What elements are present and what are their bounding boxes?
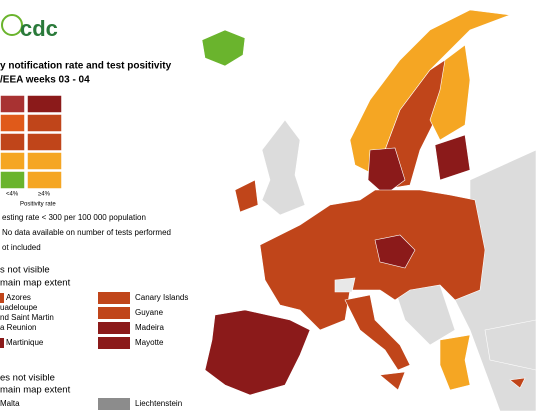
region: a Reunion — [0, 323, 36, 332]
legend-cell — [0, 94, 26, 114]
legend-cell — [26, 113, 63, 133]
legend-label: ≥4% — [38, 192, 51, 198]
sweden-south — [367, 147, 406, 196]
swatch — [98, 337, 130, 349]
region: uadeloupe — [0, 303, 38, 312]
baltics — [434, 134, 471, 181]
legend-cell — [26, 132, 63, 152]
swatch — [0, 293, 4, 303]
switzerland — [334, 277, 356, 293]
map — [201, 9, 536, 412]
section-title: main map extent — [0, 278, 71, 289]
swatch — [98, 307, 130, 319]
swatch — [98, 292, 130, 304]
italy — [344, 294, 411, 371]
swatch — [98, 322, 130, 334]
logo: cdc — [20, 16, 58, 41]
uk — [261, 119, 306, 216]
legend-note: esting rate < 300 per 100 000 population — [2, 213, 146, 222]
region: Martinique — [6, 338, 44, 347]
region: Mayotte — [135, 338, 164, 347]
central-europe — [259, 189, 486, 331]
legend-note: No data available on number of tests per… — [2, 228, 171, 237]
ireland — [234, 179, 259, 213]
finland — [429, 44, 471, 141]
legend-cell — [26, 151, 63, 171]
legend-cell — [0, 170, 26, 190]
legend-cell — [0, 132, 26, 152]
logo-bg — [0, 0, 60, 45]
turkey — [484, 319, 536, 371]
region: Guyane — [135, 308, 164, 317]
country: Liechtenstein — [135, 399, 182, 408]
swatch — [0, 338, 4, 348]
legend-label: <4% — [6, 192, 19, 198]
legend-cell — [26, 170, 63, 190]
region: Canary Islands — [135, 293, 188, 302]
swatch — [98, 398, 130, 410]
country: Malta — [0, 399, 20, 408]
title: /EEA weeks 03 - 04 — [0, 75, 90, 86]
section-title: main map extent — [0, 385, 71, 396]
sicily — [379, 371, 406, 391]
legend-cell — [0, 113, 26, 133]
greece — [439, 334, 471, 391]
logo-ring — [1, 14, 23, 36]
legend-cell — [26, 94, 63, 114]
iberia — [204, 309, 311, 396]
region: nd Saint Martin — [0, 313, 54, 322]
section-title: es not visible — [0, 373, 55, 384]
title: y notification rate and test positivity — [0, 61, 172, 72]
region: Azores — [6, 293, 31, 302]
legend-grid — [0, 94, 63, 190]
region: Madeira — [135, 323, 164, 332]
cyprus — [509, 377, 526, 389]
legend-axis-title: Positivity rate — [20, 202, 56, 208]
legend-cell — [0, 151, 26, 171]
iceland — [201, 29, 246, 67]
section-title: s not visible — [0, 265, 50, 276]
legend-note: ot included — [2, 243, 41, 252]
czechia — [374, 234, 416, 269]
